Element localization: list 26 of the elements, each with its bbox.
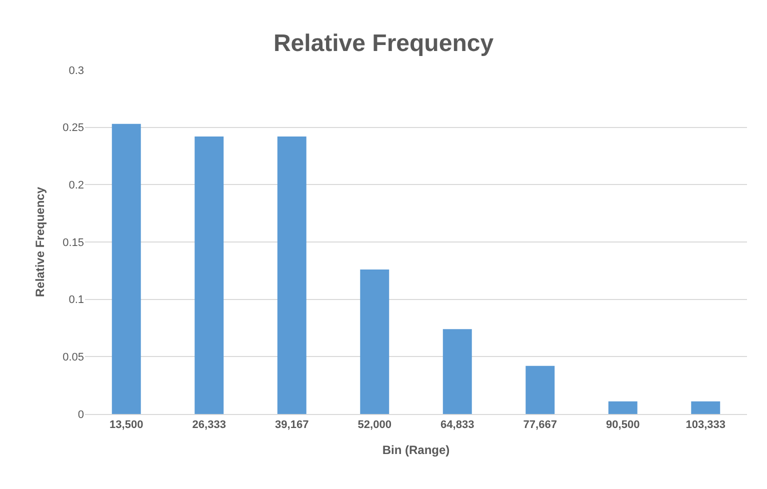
x-axis-title: Bin (Range)	[382, 443, 450, 458]
chart-title: Relative Frequency	[273, 30, 494, 58]
y-tick-label: 0.05	[62, 352, 84, 364]
x-tick-label: 39,167	[275, 419, 309, 432]
bar	[442, 329, 472, 414]
bar	[608, 401, 638, 414]
y-tick-label: 0.2	[68, 180, 84, 192]
y-axis-title: Relative Frequency	[32, 186, 47, 298]
x-tick-label: 64,833	[440, 419, 474, 432]
bar	[360, 270, 390, 414]
bar	[526, 366, 555, 414]
y-tick-label: 0.3	[68, 64, 84, 77]
bar	[194, 136, 224, 414]
x-tick-label: 90,500	[606, 419, 640, 432]
x-tick-label: 13,500	[110, 419, 144, 432]
bar	[277, 136, 306, 414]
y-tick-label: 0.1	[68, 294, 84, 306]
y-tick-label: 0.15	[62, 236, 84, 249]
x-tick-label: 77,667	[523, 419, 557, 432]
y-tick-label: 0.25	[62, 122, 84, 134]
x-tick-label: 26,333	[192, 419, 226, 432]
x-tick-label: 52,000	[358, 419, 392, 432]
bar	[112, 124, 141, 414]
y-tick-label: 0	[78, 408, 84, 421]
x-tick-label: 103,333	[686, 419, 726, 432]
bar	[691, 401, 720, 414]
